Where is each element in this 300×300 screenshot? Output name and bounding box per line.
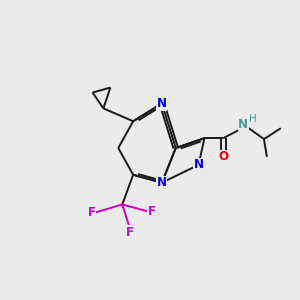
Text: F: F bbox=[126, 226, 134, 239]
Text: F: F bbox=[148, 205, 156, 218]
Text: N: N bbox=[238, 118, 248, 131]
Text: H: H bbox=[249, 114, 257, 124]
Text: F: F bbox=[88, 206, 95, 219]
Text: O: O bbox=[218, 150, 228, 164]
Text: N: N bbox=[194, 158, 203, 171]
Text: N: N bbox=[157, 176, 167, 189]
Text: N: N bbox=[157, 97, 167, 110]
